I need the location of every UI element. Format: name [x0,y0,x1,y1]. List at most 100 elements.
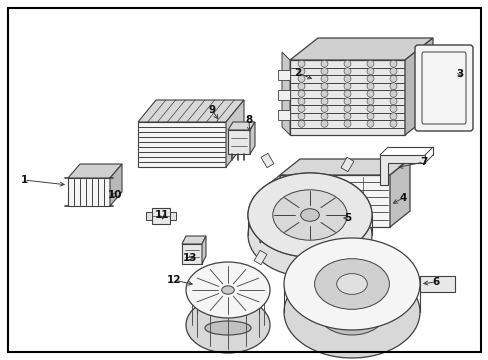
Polygon shape [68,164,122,178]
Polygon shape [227,130,249,154]
Text: 10: 10 [107,190,122,200]
Polygon shape [138,100,244,122]
Ellipse shape [204,321,250,335]
Circle shape [389,75,396,82]
Circle shape [320,113,327,120]
Circle shape [320,83,327,90]
Circle shape [297,68,305,75]
Circle shape [343,105,350,112]
Text: 1: 1 [20,175,27,185]
Polygon shape [278,90,289,100]
Circle shape [366,113,373,120]
Circle shape [320,68,327,75]
Circle shape [366,83,373,90]
Polygon shape [249,122,254,154]
Circle shape [343,75,350,82]
Circle shape [343,113,350,120]
Polygon shape [278,110,289,120]
Text: 8: 8 [245,115,252,125]
Polygon shape [404,38,432,135]
Circle shape [297,83,305,90]
Circle shape [343,60,350,67]
Circle shape [343,98,350,105]
Circle shape [320,90,327,97]
Text: 6: 6 [431,277,439,287]
Circle shape [320,120,327,127]
Polygon shape [278,70,289,80]
Circle shape [320,60,327,67]
Circle shape [320,105,327,112]
Circle shape [366,105,373,112]
Circle shape [297,98,305,105]
Circle shape [366,68,373,75]
Circle shape [389,68,396,75]
Circle shape [389,83,396,90]
Circle shape [297,113,305,120]
Text: 9: 9 [208,105,215,115]
Text: 7: 7 [420,157,427,167]
Ellipse shape [284,238,419,330]
Circle shape [343,83,350,90]
Ellipse shape [284,266,419,358]
Polygon shape [280,159,409,175]
Ellipse shape [336,274,366,294]
Ellipse shape [317,289,385,335]
Text: 3: 3 [455,69,463,79]
Bar [340,157,353,172]
Text: 5: 5 [344,213,351,223]
Polygon shape [289,60,404,135]
Bar [254,250,266,265]
Ellipse shape [272,190,346,240]
Circle shape [297,90,305,97]
Circle shape [297,60,305,67]
Ellipse shape [247,193,371,277]
Circle shape [389,90,396,97]
Circle shape [389,120,396,127]
Polygon shape [182,236,205,244]
Polygon shape [419,276,454,292]
Circle shape [366,90,373,97]
Circle shape [389,60,396,67]
Text: 4: 4 [399,193,406,203]
FancyBboxPatch shape [414,45,472,131]
Circle shape [389,113,396,120]
Polygon shape [280,175,389,227]
Circle shape [389,98,396,105]
Circle shape [343,90,350,97]
Polygon shape [379,155,424,185]
Polygon shape [202,236,205,264]
Ellipse shape [247,173,371,257]
Ellipse shape [314,259,388,309]
Circle shape [320,75,327,82]
Polygon shape [182,244,202,264]
Circle shape [320,98,327,105]
Text: 11: 11 [154,210,169,220]
Circle shape [297,120,305,127]
Text: 2: 2 [294,68,301,78]
Ellipse shape [185,262,269,318]
Ellipse shape [247,173,371,257]
Polygon shape [282,52,289,135]
Polygon shape [389,159,409,227]
Polygon shape [289,38,432,60]
Polygon shape [110,164,122,206]
Bar [261,153,273,168]
Polygon shape [138,122,225,167]
Ellipse shape [300,209,319,221]
Circle shape [366,120,373,127]
Polygon shape [225,100,244,167]
Circle shape [297,105,305,112]
Circle shape [343,120,350,127]
Circle shape [366,60,373,67]
Ellipse shape [185,297,269,353]
Bar [333,254,346,269]
Circle shape [297,75,305,82]
Polygon shape [227,122,254,130]
Circle shape [389,105,396,112]
Polygon shape [152,208,170,224]
Ellipse shape [221,286,234,294]
Polygon shape [146,212,152,220]
Circle shape [343,68,350,75]
Text: 13: 13 [183,253,197,263]
Polygon shape [260,175,280,243]
